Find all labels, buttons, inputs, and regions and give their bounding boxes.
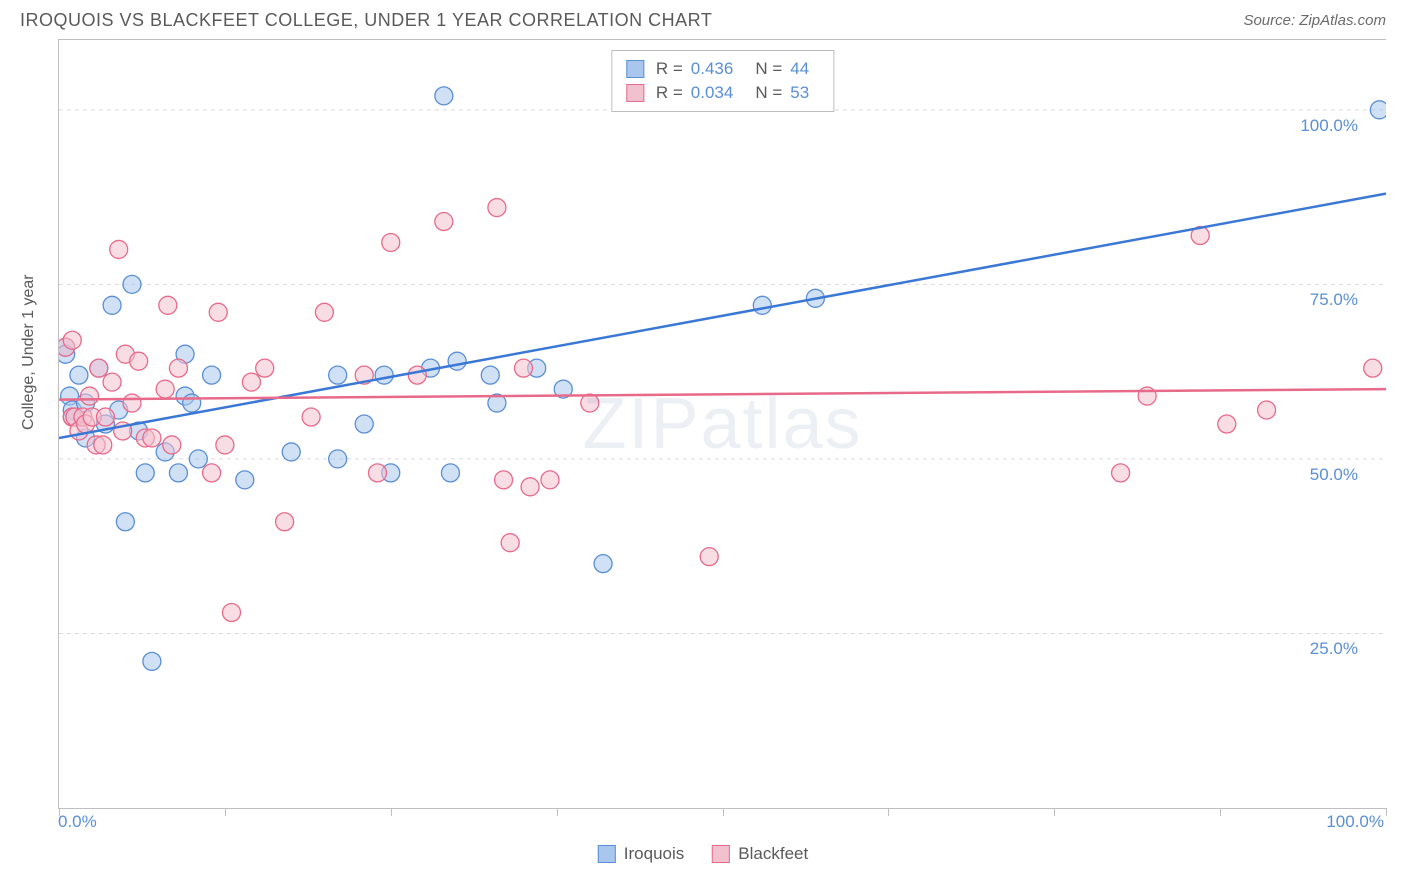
data-point [103, 296, 121, 314]
data-point [368, 464, 386, 482]
data-point [236, 471, 254, 489]
data-point [448, 352, 466, 370]
x-axis-max-label: 100.0% [1326, 812, 1384, 832]
data-point [116, 513, 134, 531]
x-axis-ticks [59, 808, 1386, 816]
data-point [81, 387, 99, 405]
data-point [183, 394, 201, 412]
scatter-plot-svg [59, 40, 1386, 808]
data-point [136, 464, 154, 482]
x-axis-min-label: 0.0% [58, 812, 97, 832]
data-point [382, 233, 400, 251]
data-point [143, 652, 161, 670]
data-point [581, 394, 599, 412]
legend-stat-row: R =0.034N =53 [626, 81, 819, 105]
data-point [143, 429, 161, 447]
data-point [1218, 415, 1236, 433]
data-point [753, 296, 771, 314]
data-point [203, 366, 221, 384]
y-tick-label: 75.0% [1310, 290, 1358, 310]
legend-label: Blackfeet [738, 844, 808, 864]
data-point [70, 366, 88, 384]
data-point [169, 359, 187, 377]
y-axis-label: College, Under 1 year [20, 274, 38, 430]
data-point [541, 471, 559, 489]
data-point [1112, 464, 1130, 482]
y-tick-label: 100.0% [1300, 116, 1358, 136]
data-point [375, 366, 393, 384]
data-point [242, 373, 260, 391]
data-point [90, 359, 108, 377]
data-point [203, 464, 221, 482]
data-point [103, 373, 121, 391]
legend-swatch [626, 84, 644, 102]
correlation-legend: R =0.436N =44R =0.034N =53 [611, 50, 834, 112]
series-legend: Iroquois Blackfeet [598, 844, 808, 864]
y-tick-label: 50.0% [1310, 465, 1358, 485]
data-point [700, 548, 718, 566]
data-point [302, 408, 320, 426]
data-point [156, 380, 174, 398]
data-point [594, 555, 612, 573]
data-point [282, 443, 300, 461]
data-point [329, 450, 347, 468]
source-attribution: Source: ZipAtlas.com [1243, 12, 1386, 29]
data-point [1364, 359, 1382, 377]
legend-swatch [626, 60, 644, 78]
data-point [159, 296, 177, 314]
data-point [521, 478, 539, 496]
chart-title: IROQUOIS VS BLACKFEET COLLEGE, UNDER 1 Y… [20, 10, 712, 31]
trend-line [59, 194, 1386, 438]
data-point [355, 415, 373, 433]
data-point [110, 240, 128, 258]
legend-swatch [598, 845, 616, 863]
data-point [123, 275, 141, 293]
data-point [435, 87, 453, 105]
data-point [209, 303, 227, 321]
trend-line [59, 389, 1386, 399]
chart-area: R =0.436N =44R =0.034N =53 ZIPatlas 25.0… [58, 39, 1386, 809]
data-point [169, 464, 187, 482]
data-point [481, 366, 499, 384]
legend-label: Iroquois [624, 844, 684, 864]
data-point [276, 513, 294, 531]
data-point [223, 604, 241, 622]
data-point [163, 436, 181, 454]
data-point [441, 464, 459, 482]
data-point [1370, 101, 1386, 119]
data-point [123, 394, 141, 412]
legend-swatch [712, 845, 730, 863]
data-point [329, 366, 347, 384]
data-point [1258, 401, 1276, 419]
data-point [488, 199, 506, 217]
legend-item: Blackfeet [712, 844, 808, 864]
data-point [63, 331, 81, 349]
data-point [514, 359, 532, 377]
data-point [130, 352, 148, 370]
data-point [408, 366, 426, 384]
data-point [495, 471, 513, 489]
y-tick-label: 25.0% [1310, 639, 1358, 659]
legend-item: Iroquois [598, 844, 684, 864]
data-point [315, 303, 333, 321]
data-point [189, 450, 207, 468]
data-point [501, 534, 519, 552]
data-point [256, 359, 274, 377]
data-point [435, 213, 453, 231]
data-point [216, 436, 234, 454]
legend-stat-row: R =0.436N =44 [626, 57, 819, 81]
data-point [96, 408, 114, 426]
data-point [94, 436, 112, 454]
